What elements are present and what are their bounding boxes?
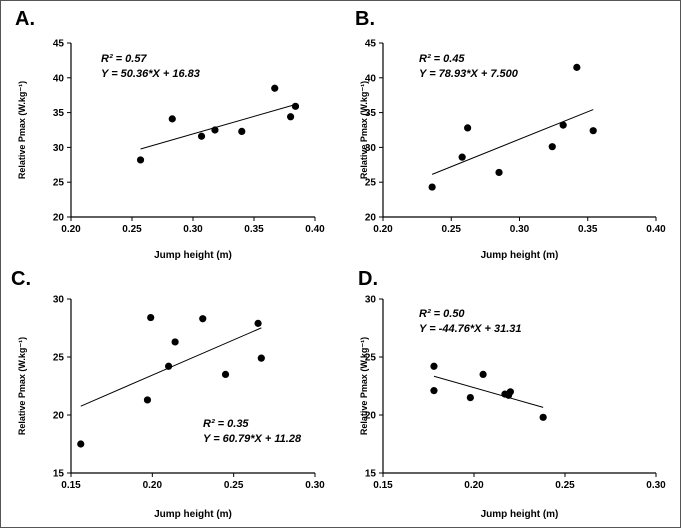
panel-d: D. 0.15 0.20 0.25 0.30 15 20 25 30 Jump height (m…	[358, 268, 666, 520]
x-axis-label: Jump height (m)	[481, 509, 559, 520]
y-tick-label: 25	[365, 353, 377, 364]
x-tick-label: 0.15	[61, 480, 81, 491]
y-tick-label: 25	[365, 178, 377, 189]
y-axis-label: Relative Pmax (W.kg⁻¹)	[359, 337, 369, 435]
regression-equation: Y = -44.76*X + 31.31	[419, 323, 522, 335]
regression-line	[431, 109, 594, 175]
y-axis-label: Relative Pmax (W.kg⁻¹)	[17, 337, 27, 435]
panel-label: A.	[15, 8, 35, 30]
x-tick-label: 0.30	[183, 224, 203, 235]
data-point	[171, 338, 179, 346]
y-tick-label: 25	[53, 353, 65, 364]
y-axis-label: Relative Pmax (W.kg⁻¹)	[17, 81, 27, 179]
x-axis-label: Jump height (m)	[154, 509, 232, 520]
panel-c: C. 0.15 0.20 0.25 0.30 15 20 25 30 Jump height (m…	[11, 268, 325, 520]
x-tick-label: 0.30	[305, 480, 325, 491]
data-point	[238, 127, 246, 135]
y-tick-label: 45	[365, 39, 377, 50]
x-tick-label: 0.20	[143, 480, 163, 491]
data-point	[168, 115, 176, 123]
data-point	[136, 156, 145, 164]
data-point	[221, 370, 230, 378]
data-point	[589, 127, 597, 135]
data-point	[197, 132, 206, 140]
y-tick-label: 35	[53, 108, 65, 119]
data-point	[147, 313, 155, 322]
data-point	[287, 113, 295, 121]
r-squared-annotation: R² = 0.57	[101, 53, 147, 65]
data-point	[466, 394, 474, 402]
y-tick-label: 20	[53, 213, 65, 224]
regression-line	[433, 375, 544, 408]
data-point	[291, 102, 300, 110]
y-tick-label: 20	[365, 213, 377, 224]
data-point	[428, 183, 436, 191]
r-squared-annotation: R² = 0.35	[203, 418, 249, 430]
x-tick-label: 0.15	[373, 480, 393, 491]
regression-equation: Y = 78.93*X + 7.500	[419, 68, 519, 80]
y-tick-label: 15	[53, 469, 65, 480]
data-point	[199, 315, 207, 323]
panel-label: C.	[11, 268, 31, 290]
y-tick-label: 20	[53, 411, 65, 422]
y-tick-label: 45	[53, 39, 65, 50]
x-tick-label: 0.35	[578, 224, 598, 235]
y-axis-label: Relative Pmax (W.kg⁻¹)	[359, 81, 369, 179]
x-tick-label: 0.35	[244, 224, 264, 235]
y-tick-label: 25	[53, 178, 65, 189]
panel-label: B.	[355, 8, 375, 30]
y-tick-label: 40	[53, 73, 65, 84]
data-point	[271, 84, 279, 92]
x-tick-label: 0.25	[122, 224, 142, 235]
y-tick-label: 15	[365, 469, 377, 480]
data-point	[548, 143, 556, 151]
data-point	[211, 126, 219, 134]
y-tick-label: 40	[365, 73, 377, 84]
x-tick-label: 0.40	[305, 224, 325, 235]
y-tick-label: 30	[365, 295, 377, 306]
x-tick-label: 0.30	[646, 480, 666, 491]
data-point	[458, 153, 466, 161]
data-point	[495, 168, 503, 177]
x-tick-label: 0.20	[373, 224, 393, 235]
x-tick-label: 0.40	[646, 224, 666, 235]
data-point	[573, 63, 581, 71]
data-point	[77, 440, 85, 448]
r-squared-annotation: R² = 0.45	[419, 53, 465, 65]
regression-equation: Y = 50.36*X + 16.83	[101, 68, 200, 80]
data-point	[257, 354, 265, 362]
x-tick-label: 0.25	[555, 480, 575, 491]
y-tick-label: 30	[365, 143, 377, 154]
data-point	[506, 388, 514, 396]
data-point	[430, 362, 438, 370]
regression-line	[140, 103, 296, 150]
x-tick-label: 0.30	[510, 224, 530, 235]
y-tick-label: 30	[53, 143, 65, 154]
data-point	[464, 124, 472, 132]
x-axis-label: Jump height (m)	[154, 250, 232, 261]
panel-label: D.	[358, 268, 378, 290]
x-tick-label: 0.25	[224, 480, 244, 491]
data-point	[539, 413, 547, 421]
regression-equation: Y = 60.79*X + 11.28	[203, 433, 302, 445]
data-point	[559, 121, 567, 129]
r-squared-annotation: R² = 0.50	[419, 308, 465, 320]
x-axis-label: Jump height (m)	[481, 250, 559, 261]
data-point	[143, 396, 152, 404]
y-tick-label: 30	[53, 295, 65, 306]
data-point	[479, 370, 487, 378]
x-tick-label: 0.20	[464, 480, 484, 491]
y-tick-label: 20	[365, 411, 377, 422]
data-point	[165, 362, 173, 370]
data-point	[254, 319, 262, 327]
data-point	[430, 387, 438, 395]
x-tick-label: 0.25	[442, 224, 462, 235]
panel-a: A. 0.20 0.25 0.30 0.35 0.40 20 25 30 35 40 45 Jump h…	[15, 8, 325, 261]
panel-b: B. 0.20 0.25 0.30 0.35 0.40 20 25 30 35 40 45 Jump h…	[355, 8, 666, 261]
y-tick-label: 35	[365, 108, 377, 119]
x-tick-label: 0.20	[61, 224, 81, 235]
